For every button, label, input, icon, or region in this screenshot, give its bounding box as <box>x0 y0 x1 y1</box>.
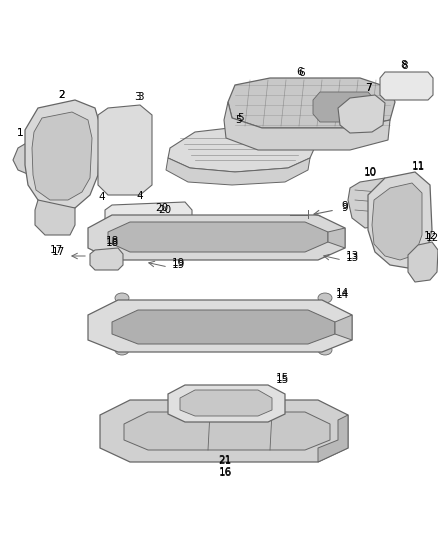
Polygon shape <box>368 172 432 268</box>
Polygon shape <box>124 412 330 450</box>
Text: 3: 3 <box>137 92 143 102</box>
Ellipse shape <box>115 293 129 303</box>
Text: 12: 12 <box>425 233 438 243</box>
Polygon shape <box>35 200 75 235</box>
Polygon shape <box>180 390 272 416</box>
Text: 2: 2 <box>59 90 65 100</box>
Text: 19: 19 <box>171 260 185 270</box>
Text: 8: 8 <box>401 60 407 70</box>
Polygon shape <box>108 222 328 252</box>
Text: 21: 21 <box>219 456 232 466</box>
Polygon shape <box>166 158 310 185</box>
Ellipse shape <box>351 101 373 127</box>
Text: 2: 2 <box>59 90 65 100</box>
Text: 9: 9 <box>342 203 348 213</box>
Polygon shape <box>32 112 92 200</box>
Text: 13: 13 <box>346 251 359 261</box>
Polygon shape <box>13 138 42 175</box>
Text: 9: 9 <box>342 201 348 211</box>
Polygon shape <box>88 215 345 260</box>
Polygon shape <box>408 242 438 282</box>
Polygon shape <box>105 202 192 228</box>
Text: 11: 11 <box>411 161 424 171</box>
Text: 8: 8 <box>402 61 408 71</box>
Polygon shape <box>100 400 348 462</box>
Text: 10: 10 <box>364 168 377 178</box>
Polygon shape <box>88 300 352 352</box>
Text: 21: 21 <box>219 455 232 465</box>
Text: 1: 1 <box>17 128 23 138</box>
Polygon shape <box>338 95 385 133</box>
Polygon shape <box>224 102 390 150</box>
Text: 18: 18 <box>106 236 119 246</box>
Text: 15: 15 <box>276 375 289 385</box>
Text: 13: 13 <box>346 253 359 263</box>
Text: 4: 4 <box>137 191 143 201</box>
Polygon shape <box>348 178 395 228</box>
Polygon shape <box>372 183 422 260</box>
Text: 6: 6 <box>299 68 305 78</box>
Text: 11: 11 <box>411 162 424 172</box>
Text: 5: 5 <box>235 115 241 125</box>
Polygon shape <box>335 315 352 340</box>
Text: 18: 18 <box>106 238 119 248</box>
Polygon shape <box>168 125 318 172</box>
Text: 14: 14 <box>336 288 349 298</box>
Text: 17: 17 <box>51 247 65 257</box>
Text: 3: 3 <box>134 92 140 102</box>
Ellipse shape <box>318 293 332 303</box>
Text: 16: 16 <box>219 468 232 478</box>
Text: 14: 14 <box>336 290 349 300</box>
Ellipse shape <box>110 123 138 177</box>
Text: 7: 7 <box>365 83 371 93</box>
Polygon shape <box>90 248 123 270</box>
Polygon shape <box>168 385 285 422</box>
Text: 7: 7 <box>365 83 371 93</box>
Text: 6: 6 <box>297 67 303 77</box>
Ellipse shape <box>115 345 129 355</box>
Text: 4: 4 <box>99 192 105 202</box>
Polygon shape <box>380 72 433 100</box>
Polygon shape <box>313 92 375 122</box>
Text: 17: 17 <box>49 245 63 255</box>
Text: 20: 20 <box>159 205 172 215</box>
Polygon shape <box>112 310 335 344</box>
Polygon shape <box>98 105 152 195</box>
Polygon shape <box>25 100 100 210</box>
Polygon shape <box>228 78 395 128</box>
Text: 10: 10 <box>364 167 377 177</box>
Polygon shape <box>328 228 345 248</box>
Text: 16: 16 <box>219 467 232 477</box>
Text: 15: 15 <box>276 373 289 383</box>
Text: 19: 19 <box>171 258 185 268</box>
Ellipse shape <box>318 345 332 355</box>
Text: 1: 1 <box>17 128 23 138</box>
Polygon shape <box>318 415 348 462</box>
Text: 5: 5 <box>237 113 244 123</box>
Text: 20: 20 <box>155 203 169 213</box>
Text: 12: 12 <box>424 231 437 241</box>
